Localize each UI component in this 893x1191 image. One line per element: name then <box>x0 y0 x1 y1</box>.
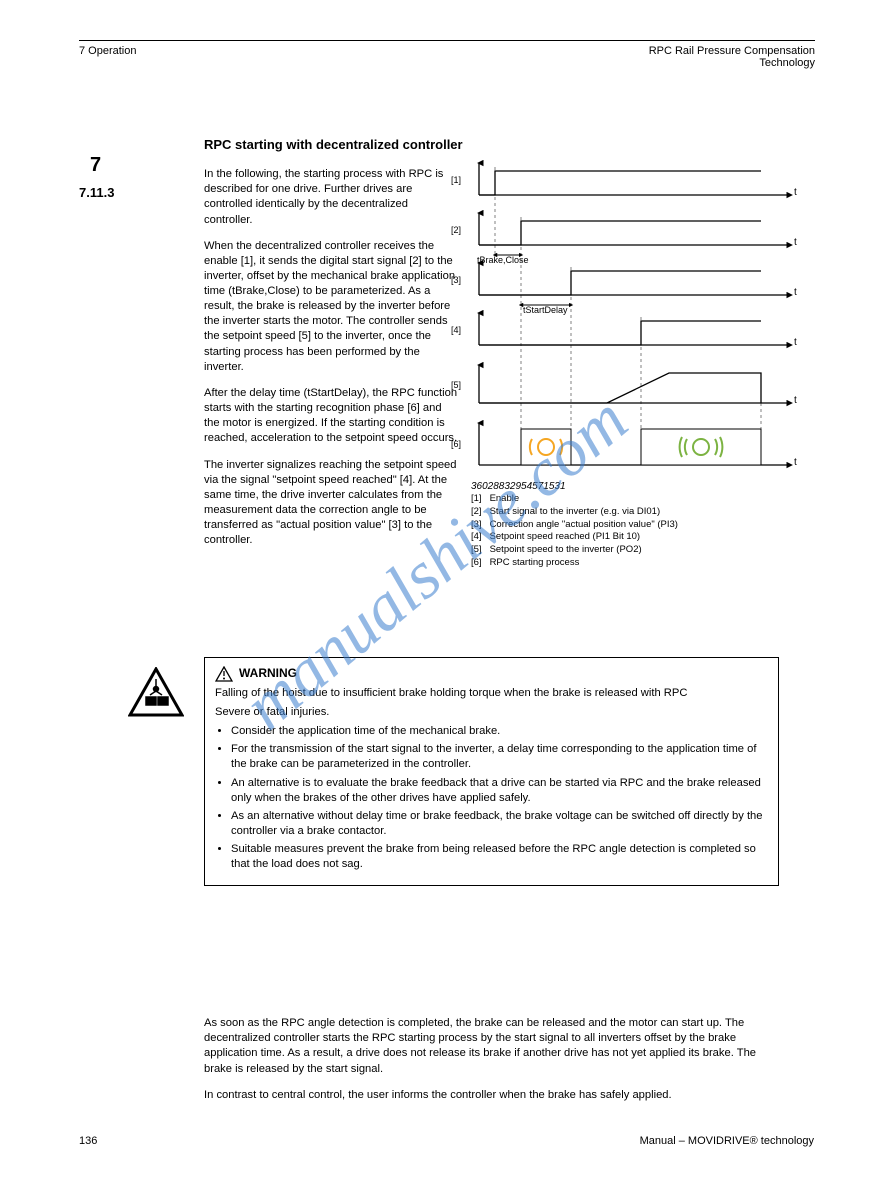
diag-label-4: [4] <box>451 325 461 335</box>
t-6: t <box>794 457 797 468</box>
warning-triangle-icon <box>215 666 233 682</box>
diag-label-2: [2] <box>451 225 461 235</box>
diag-label-6: [6] <box>451 439 461 449</box>
header-right: RPC Rail Pressure Compensation Technolog… <box>649 45 815 69</box>
warn-p1: Falling of the hoist due to insufficient… <box>215 686 768 701</box>
dim-brake: tBrake,Close <box>477 255 529 265</box>
page-number: 136 <box>79 1135 97 1147</box>
post-warning-text: As soon as the RPC angle detection is co… <box>204 1005 779 1114</box>
warn-bullets: Consider the application time of the mec… <box>215 724 768 872</box>
warn-b4: As an alternative without delay time or … <box>231 809 768 839</box>
warn-p2: Severe or fatal injuries. <box>215 705 768 720</box>
margin-section-number: 7 <box>90 154 101 177</box>
fig-id: 36028832954571531 <box>471 481 566 492</box>
warning-box: WARNING Falling of the hoist due to insu… <box>204 657 779 886</box>
legend-3: Correction angle "actual position value"… <box>490 519 678 532</box>
legend-1: Enable <box>490 493 520 506</box>
diag-label-3: [3] <box>451 275 461 285</box>
intro-p3: After the delay time (tStartDelay), the … <box>204 386 459 446</box>
section-title: RPC starting with decentralized controll… <box>204 137 463 152</box>
t-4: t <box>794 337 797 348</box>
header-right-2: Technology <box>649 57 815 69</box>
post-p2: In contrast to central control, the user… <box>204 1088 779 1103</box>
diagram-legend: [1]Enable [2]Start signal to the inverte… <box>471 493 811 570</box>
warning-title: WARNING <box>239 666 297 680</box>
diag-label-1: [1] <box>451 175 461 185</box>
footer-right: Manual – MOVIDRIVE® technology <box>640 1135 814 1147</box>
legend-5: Setpoint speed to the inverter (PO2) <box>490 544 642 557</box>
t-2: t <box>794 237 797 248</box>
intro-p2: When the decentralized controller receiv… <box>204 239 459 375</box>
intro-p1: In the following, the starting process w… <box>204 167 459 227</box>
header-rule <box>79 40 815 41</box>
dim-startdelay: tStartDelay <box>523 305 568 315</box>
t-3: t <box>794 287 797 298</box>
diag-label-5: [5] <box>451 380 461 390</box>
hazard-suspended-load-icon <box>128 667 184 717</box>
header-right-1: RPC Rail Pressure Compensation <box>649 45 815 57</box>
legend-6: RPC starting process <box>490 557 580 570</box>
t-5: t <box>794 395 797 406</box>
post-p1: As soon as the RPC angle detection is co… <box>204 1016 779 1076</box>
t-1: t <box>794 187 797 198</box>
header-row: 7 Operation RPC Rail Pressure Compensati… <box>79 45 815 69</box>
legend-2: Start signal to the inverter (e.g. via D… <box>490 506 661 519</box>
warn-b2: For the transmission of the start signal… <box>231 742 768 772</box>
section-number: 7.11.3 <box>79 185 114 200</box>
timing-diagram: [1] [2] [3] [4] [5] [6] t t t t t t tBra… <box>471 155 811 545</box>
warn-b1: Consider the application time of the mec… <box>231 724 768 739</box>
legend-4: Setpoint speed reached (PI1 Bit 10) <box>490 531 641 544</box>
intro-p4: The inverter signalizes reaching the set… <box>204 458 459 549</box>
warn-b5: Suitable measures prevent the brake from… <box>231 842 768 872</box>
warn-b3: An alternative is to evaluate the brake … <box>231 776 768 806</box>
header-left: 7 Operation <box>79 45 136 69</box>
